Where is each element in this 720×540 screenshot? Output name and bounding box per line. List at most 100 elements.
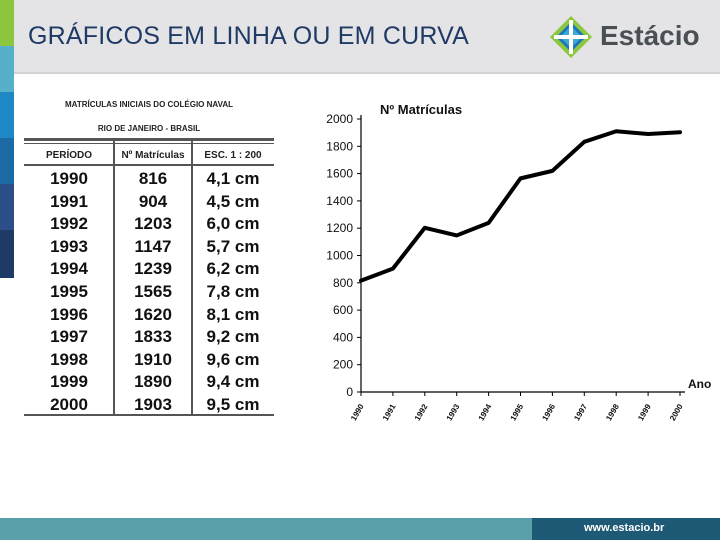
side-strip-dark-navy xyxy=(0,230,14,278)
cell-matriculas: 1239 xyxy=(134,259,172,279)
data-point xyxy=(423,226,427,230)
header-periodo: PERÍODO xyxy=(45,150,93,161)
slide-header: GRÁFICOS EM LINHA OU EM CURVA Estácio xyxy=(0,0,720,72)
cell-escala: 9,5 cm xyxy=(206,394,260,414)
cell-matriculas: 1910 xyxy=(134,349,172,369)
table-row: 2000 1903 9,5 cm xyxy=(24,394,274,417)
side-strip-navy xyxy=(0,184,14,230)
header-escala: ESC. 1 : 200 xyxy=(204,150,262,161)
x-tick-label: 1996 xyxy=(540,402,557,422)
cell-escala: 5,7 cm xyxy=(206,236,260,256)
table-row: 1996 1620 8,1 cm xyxy=(24,304,274,327)
line-chart: 0 200 400 600 800 1000 1200 1400 1600 1800 2000 199… xyxy=(326,102,711,422)
side-strip-green xyxy=(0,0,14,46)
estacio-diamond-logo-icon xyxy=(550,16,592,58)
slide-title: GRÁFICOS EM LINHA OU EM CURVA xyxy=(28,22,470,50)
series-line-matriculas xyxy=(359,129,682,283)
table-row: 1998 1910 9,6 cm xyxy=(24,349,274,372)
enrollment-table: MATRÍCULAS INICIAIS DO COLÉGIO NAVAL RIO… xyxy=(24,94,274,420)
chart-title: Nº Matrículas xyxy=(380,102,462,117)
data-point xyxy=(519,176,522,180)
cell-matriculas: 1147 xyxy=(134,236,172,256)
cell-periodo: 1991 xyxy=(50,191,88,211)
table-title: MATRÍCULAS INICIAIS DO COLÉGIO NAVAL xyxy=(65,100,233,109)
cell-matriculas: 1903 xyxy=(134,394,172,414)
data-point xyxy=(582,140,586,144)
footer-bar-dark xyxy=(532,518,720,540)
table-row: 1990 816 4,1 cm xyxy=(24,168,274,191)
table-row: 1991 904 4,5 cm xyxy=(24,191,274,214)
data-point xyxy=(550,169,554,173)
data-point xyxy=(359,279,363,283)
cell-escala: 4,1 cm xyxy=(206,169,260,188)
footer-url[interactable]: www.estacio.br xyxy=(584,522,665,534)
cell-periodo: 2000 xyxy=(50,394,88,414)
table-subtitle: RIO DE JANEIRO - BRASIL xyxy=(97,124,201,133)
x-tick-label: 1991 xyxy=(381,402,398,422)
cell-matriculas: 1890 xyxy=(134,372,172,392)
y-tick-label: 1600 xyxy=(326,167,353,181)
cell-matriculas: 1620 xyxy=(134,304,172,324)
data-point xyxy=(678,130,682,134)
side-strip-mid-blue xyxy=(0,138,14,184)
table-row: 1992 1203 6,0 cm xyxy=(24,213,274,236)
side-strip-blue xyxy=(0,92,14,138)
cell-periodo: 1995 xyxy=(50,281,88,301)
y-tick-label: 2000 xyxy=(326,112,353,126)
cell-periodo: 1999 xyxy=(50,372,88,392)
table-bottom-rule xyxy=(24,414,274,416)
x-tick-label: 1995 xyxy=(509,402,526,422)
header-matriculas: Nº Matrículas xyxy=(121,150,185,161)
cell-matriculas: 904 xyxy=(138,191,168,211)
y-tick-label: 200 xyxy=(333,358,353,372)
cell-periodo: 1992 xyxy=(50,214,88,234)
data-point xyxy=(391,267,395,271)
cell-matriculas: 1203 xyxy=(134,214,172,234)
side-strip-cyan xyxy=(0,46,14,92)
cell-periodo: 1996 xyxy=(50,304,88,324)
cell-escala: 7,8 cm xyxy=(206,281,260,301)
y-tick-label: 600 xyxy=(333,303,353,317)
y-tick-label: 1400 xyxy=(326,194,353,208)
x-tick-label: 1994 xyxy=(477,402,494,422)
table-row: 1993 1147 5,7 cm xyxy=(24,236,274,259)
cell-escala: 9,2 cm xyxy=(206,327,260,347)
x-tick-label: 1998 xyxy=(604,402,621,422)
table-col-divider-2 xyxy=(191,138,193,414)
table-row: 1994 1239 6,2 cm xyxy=(24,258,274,281)
x-tick-label: 1993 xyxy=(445,402,462,422)
x-tick-label: 1990 xyxy=(349,402,366,422)
cell-periodo: 1997 xyxy=(50,327,88,347)
table-top-rule-thin xyxy=(24,143,274,144)
cell-escala: 9,6 cm xyxy=(206,349,260,369)
data-point xyxy=(614,129,618,133)
table-row: 1999 1890 9,4 cm xyxy=(24,371,274,394)
cell-periodo: 1993 xyxy=(50,236,88,256)
table-header-rule xyxy=(24,164,274,166)
cell-periodo: 1994 xyxy=(50,259,88,279)
cell-matriculas: 1833 xyxy=(134,327,172,347)
cell-matriculas: 1565 xyxy=(134,281,172,301)
table-row: 1997 1833 9,2 cm xyxy=(24,326,274,349)
cell-matriculas: 816 xyxy=(138,169,168,188)
y-tick-label: 1200 xyxy=(326,221,353,235)
cell-periodo: 1990 xyxy=(50,169,88,188)
cell-escala: 6,2 cm xyxy=(206,259,260,279)
x-axis-label: Ano xyxy=(688,377,711,391)
data-point xyxy=(487,221,491,225)
cell-escala: 4,5 cm xyxy=(206,191,260,211)
cell-escala: 8,1 cm xyxy=(206,304,260,324)
header-divider xyxy=(14,72,720,74)
table-row: 1995 1565 7,8 cm xyxy=(24,281,274,304)
y-tick-label: 400 xyxy=(333,330,353,344)
x-tick-label: 1997 xyxy=(572,402,589,422)
y-tick-label: 800 xyxy=(333,276,353,290)
estacio-logo: Estácio xyxy=(548,14,712,60)
table-top-rule xyxy=(24,138,274,141)
table-col-divider-1 xyxy=(113,138,115,414)
y-tick-label: 1000 xyxy=(326,249,353,263)
cell-periodo: 1998 xyxy=(50,349,88,369)
x-tick-label: 1999 xyxy=(636,402,653,422)
cell-escala: 9,4 cm xyxy=(206,372,260,392)
table-body: 1990 816 4,1 cm 1991 904 4,5 cm 1992 1203 6,0 … xyxy=(24,168,274,417)
